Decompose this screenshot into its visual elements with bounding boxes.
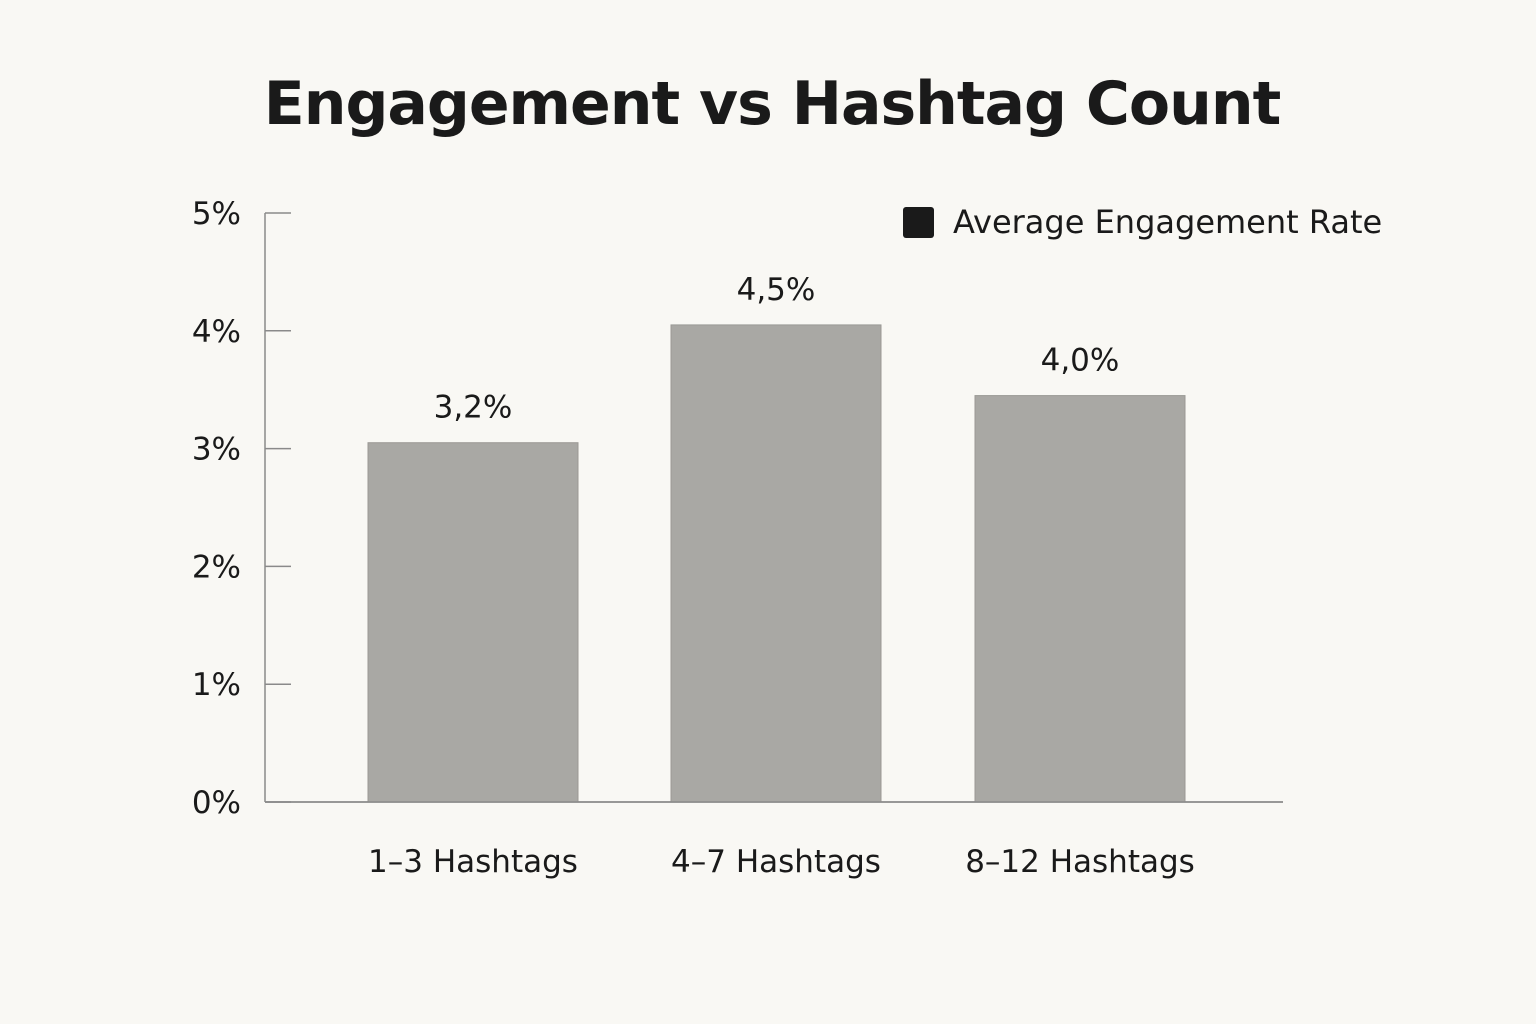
legend-label: Average Engagement Rate xyxy=(953,203,1383,241)
x-category-label: 1–3 Hashtags xyxy=(368,844,578,880)
y-tick-label: 4% xyxy=(192,314,241,350)
bar xyxy=(367,442,579,803)
legend-swatch xyxy=(903,206,934,238)
y-tick-label: 0% xyxy=(192,785,241,821)
legend: Average Engagement Rate xyxy=(903,203,1382,241)
bar xyxy=(670,324,882,803)
bar-data-label: 4,0% xyxy=(1041,343,1120,379)
y-tick-label: 5% xyxy=(192,196,241,232)
bar-data-label: 3,2% xyxy=(434,390,513,426)
bar-data-label: 4,5% xyxy=(737,272,816,308)
bar xyxy=(974,395,1186,803)
y-tick-label: 2% xyxy=(192,549,241,585)
y-tick-label: 3% xyxy=(192,432,241,468)
chart-title: Engagement vs Hashtag Count xyxy=(263,69,1282,139)
x-category-label: 8–12 Hashtags xyxy=(965,844,1195,880)
x-category-label: 4–7 Hashtags xyxy=(671,844,881,880)
y-tick-label: 1% xyxy=(192,667,241,703)
